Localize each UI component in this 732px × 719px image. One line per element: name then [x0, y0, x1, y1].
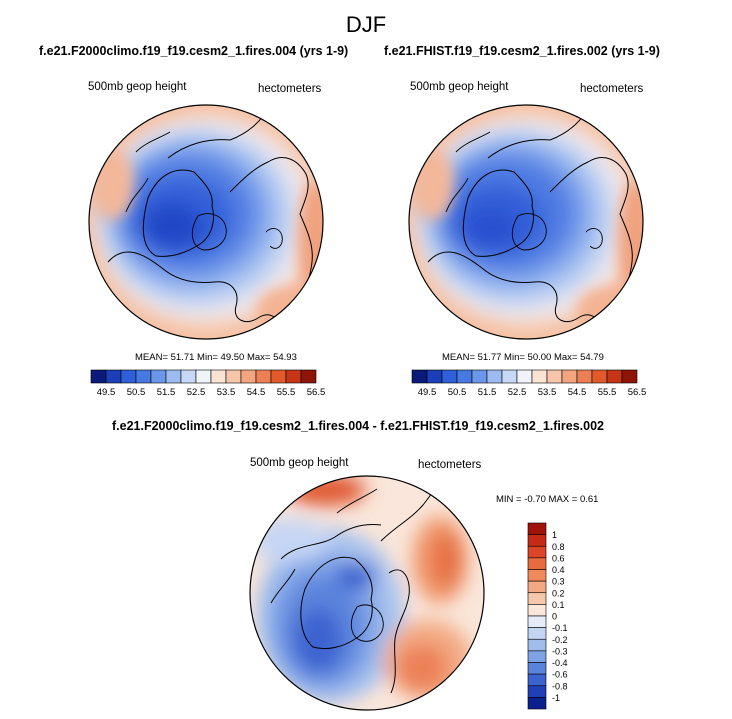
colorbar-difference-tick-label: 0.2: [552, 588, 565, 598]
panel-right-units-label: hectometers: [580, 83, 644, 95]
colorbar-right-tick-label: 53.5: [538, 387, 557, 398]
colorbar-difference-swatch: [527, 522, 547, 535]
colorbar-left-swatch: [135, 369, 152, 384]
panel-diff-variable-label: 500mb geop height: [250, 457, 349, 469]
colorbar-difference-tick-label: -1: [552, 693, 560, 703]
colorbar-right-tick-label: 50.5: [448, 387, 467, 398]
colorbar-difference-swatch: [527, 534, 547, 547]
panel-right-variable-label: 500mb geop height: [410, 81, 509, 93]
colorbar-right-swatch: [486, 369, 503, 384]
colorbar-difference-tick-label: 0.6: [552, 553, 565, 563]
colorbar-left-swatch: [195, 369, 212, 384]
colorbar-difference-tick-label: -0.6: [552, 670, 568, 680]
map-panel-left: [88, 104, 324, 340]
colorbar-left-swatch: [225, 369, 242, 384]
colorbar-left-swatch: [285, 369, 302, 384]
colorbar-left-tick-label: 50.5: [127, 387, 146, 398]
colorbar-left-swatch: [270, 369, 287, 384]
colorbar-difference-swatch: [527, 592, 547, 605]
colorbar-left-swatch: [105, 369, 122, 384]
colorbar-difference-tick-label: -0.2: [552, 635, 568, 645]
colorbar-difference-swatch: [527, 650, 547, 663]
colorbar-left: 49.5 50.5 51.5 52.5 53.5 54.5 55.5 56.5: [90, 369, 326, 398]
colorbar-difference-swatch: [527, 627, 547, 640]
map-panel-difference: [249, 475, 485, 711]
colorbar-left-tick-label: 55.5: [277, 387, 296, 398]
colorbar-difference-tick-label: 1: [552, 530, 557, 540]
colorbar-right-swatch: [501, 369, 518, 384]
panel-diff-title: f.e21.F2000climo.f19_f19.cesm2_1.fires.0…: [112, 419, 604, 433]
colorbar-difference-swatch: [527, 673, 547, 687]
panel-right-title: f.e21.FHIST.f19_f19.cesm2_1.fires.002 (y…: [384, 44, 660, 58]
panel-left-title: f.e21.F2000climo.f19_f19.cesm2_1.fires.0…: [39, 44, 349, 58]
panel-left-units-label: hectometers: [258, 83, 322, 95]
colorbar-difference-tick-label: 0.8: [552, 542, 565, 552]
colorbar-right-tick-label: 52.5: [508, 387, 527, 398]
figure-title: DJF: [345, 12, 387, 37]
colorbar-right-swatch: [591, 369, 608, 384]
panel-diff-units-label: hectometers: [418, 459, 482, 471]
colorbar-difference-swatch: [527, 569, 547, 582]
colorbar-right-swatch: [561, 369, 578, 384]
colorbar-difference-swatch: [527, 557, 547, 570]
colorbar-right-swatch: [516, 369, 533, 384]
colorbar-difference-swatch: [527, 697, 547, 710]
map-panel-right: [408, 104, 644, 340]
colorbar-difference-tick-label: 0.4: [552, 565, 565, 575]
colorbar-right-tick-label: 56.5: [628, 387, 647, 398]
colorbar-left-swatch: [240, 369, 257, 384]
colorbar-difference: 1 0.80.6 0.4 0.30.2 0.1 0-0.1 -0.2-0.3 -0.4 -0.6…: [527, 522, 568, 710]
colorbar-difference-swatch: [527, 604, 547, 617]
colorbar-right-swatch: [621, 369, 638, 384]
colorbar-difference-tick-label: 0: [552, 612, 557, 622]
panel-diff-stats: MIN = -0.70 MAX = 0.61: [496, 494, 599, 505]
colorbar-left-swatch: [90, 369, 107, 384]
colorbar-left-swatch: [300, 369, 317, 384]
colorbar-difference-swatch: [527, 685, 547, 698]
colorbar-left-tick-label: 51.5: [157, 387, 176, 398]
colorbar-left-tick-label: 53.5: [217, 387, 236, 398]
colorbar-difference-swatch: [527, 615, 547, 628]
colorbar-left-swatch: [150, 369, 167, 384]
colorbar-difference-tick-label: -0.8: [552, 681, 568, 691]
colorbar-right-tick-label: 55.5: [598, 387, 617, 398]
colorbar-right: 49.5 50.5 51.5 52.5 53.5 54.5 55.5 56.5: [411, 369, 647, 398]
colorbar-right-swatch: [456, 369, 473, 384]
colorbar-right-tick-label: 54.5: [568, 387, 587, 398]
colorbar-difference-tick-label: -0.1: [552, 623, 568, 633]
colorbar-left-tick-label: 49.5: [97, 387, 116, 398]
colorbar-right-swatch: [441, 369, 458, 384]
colorbar-left-tick-label: 52.5: [187, 387, 206, 398]
colorbar-right-swatch: [531, 369, 548, 384]
colorbar-difference-swatch: [527, 638, 547, 652]
colorbar-left-swatch: [210, 369, 227, 384]
colorbar-left-swatch: [255, 369, 272, 384]
colorbar-difference-tick-label: -0.3: [552, 646, 568, 656]
colorbar-right-tick-label: 51.5: [478, 387, 497, 398]
colorbar-right-swatch: [576, 369, 593, 384]
colorbar-right-swatch: [471, 369, 488, 384]
colorbar-left-tick-label: 54.5: [247, 387, 266, 398]
panel-right-stats: MEAN= 51.77 Min= 50.00 Max= 54.79: [442, 352, 604, 363]
colorbar-right-swatch: [411, 369, 428, 384]
panel-left-variable-label: 500mb geop height: [88, 81, 187, 93]
colorbar-left-tick-label: 56.5: [307, 387, 326, 398]
colorbar-left-swatch: [180, 369, 197, 384]
colorbar-difference-swatch: [527, 545, 547, 559]
colorbar-difference-tick-label: 0.1: [552, 600, 565, 610]
colorbar-right-swatch: [546, 369, 563, 384]
colorbar-right-tick-label: 49.5: [418, 387, 437, 398]
colorbar-left-swatch: [120, 369, 137, 384]
colorbar-difference-swatch: [527, 662, 547, 675]
colorbar-left-swatch: [165, 369, 182, 384]
colorbar-difference-swatch: [527, 580, 547, 594]
colorbar-right-swatch: [426, 369, 443, 384]
colorbar-difference-tick-label: 0.3: [552, 577, 565, 587]
colorbar-difference-tick-label: -0.4: [552, 658, 568, 668]
panel-left-stats: MEAN= 51.71 Min= 49.50 Max= 54.93: [135, 352, 297, 363]
colorbar-right-swatch: [606, 369, 623, 384]
